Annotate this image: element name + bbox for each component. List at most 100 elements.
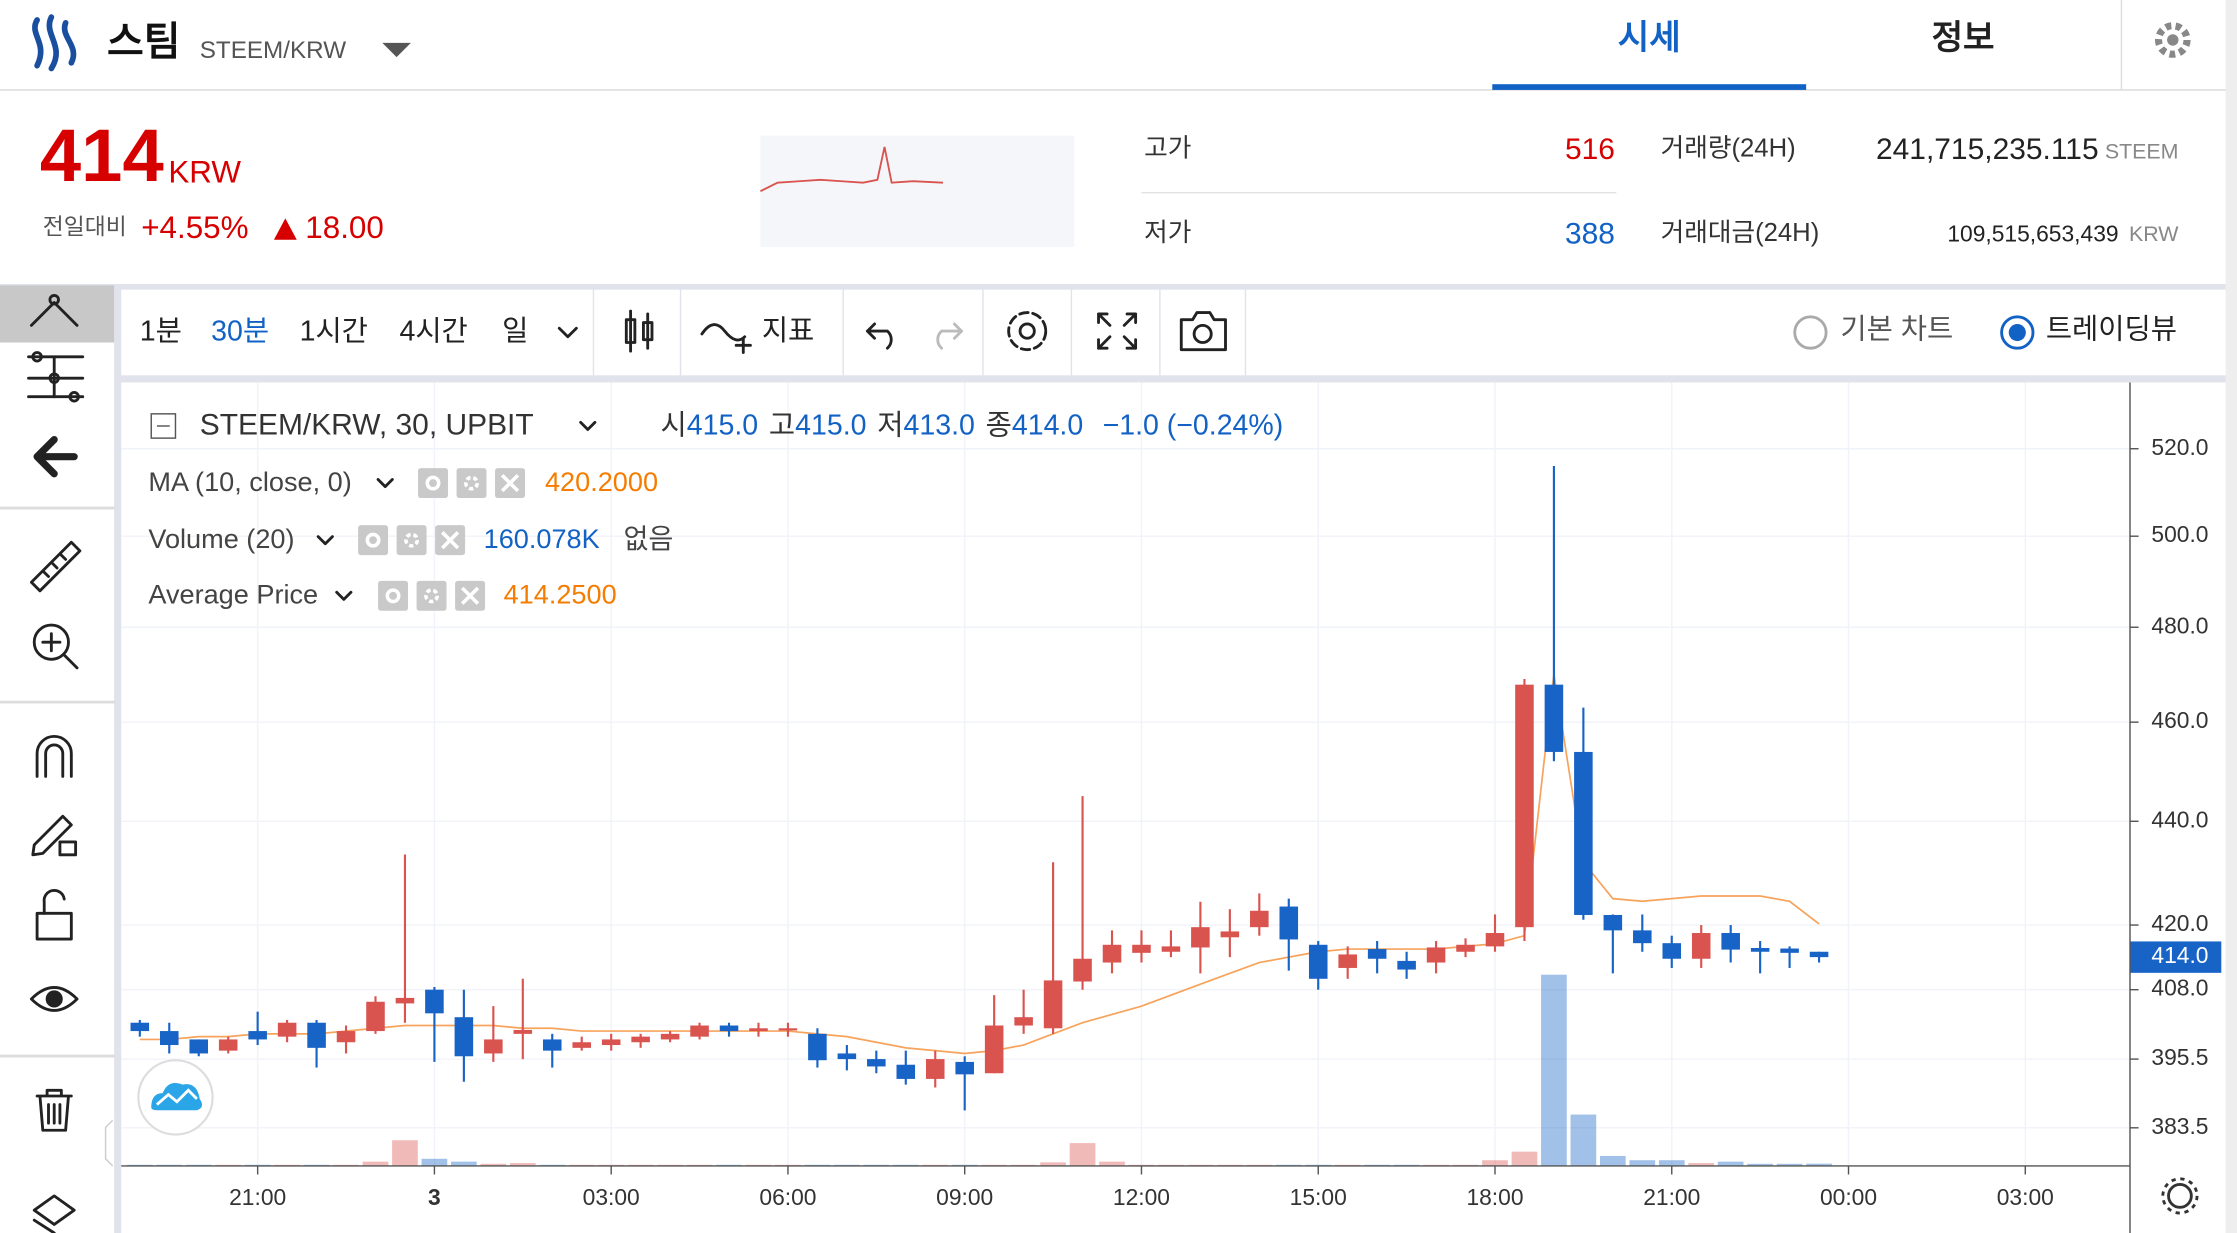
- stat-value: 516: [1565, 133, 1615, 166]
- collapse-box[interactable]: [150, 413, 177, 439]
- candle-body: [925, 1059, 945, 1079]
- stat-unit: STEEM: [2105, 139, 2179, 163]
- indicators-button[interactable]: 지표: [762, 315, 814, 347]
- candle-body: [454, 1017, 474, 1057]
- stat-unit: KRW: [2129, 222, 2179, 246]
- stat-label: 거래량(24H): [1661, 134, 1796, 163]
- y-tick-label: 395.5: [2151, 1044, 2208, 1070]
- candle-body: [719, 1025, 739, 1032]
- ohlc-label: 시: [661, 409, 687, 441]
- candle-body: [1073, 958, 1092, 982]
- coin-pair[interactable]: STEEM/KRW: [200, 37, 347, 64]
- candle-body: [1367, 949, 1387, 959]
- ohlc-label: 고: [769, 409, 795, 441]
- interval[interactable]: 1시간: [300, 315, 368, 347]
- candle-body: [1485, 933, 1505, 947]
- tab[interactable]: 시세: [1618, 19, 1681, 57]
- volume-bar: [1599, 1155, 1626, 1166]
- ohlc-label: 종: [986, 409, 1012, 441]
- last-price-label: 414.0: [2151, 942, 2208, 968]
- grid: [121, 382, 2131, 1166]
- candle-body: [1544, 684, 1564, 752]
- radio-label[interactable]: 기본 차트: [1840, 314, 1953, 346]
- stat-label: 고가: [1144, 134, 1191, 163]
- x-tick-label: 03:00: [583, 1184, 640, 1210]
- ohlc-value: 415.0: [687, 409, 758, 441]
- legend-dropdown[interactable]: [579, 420, 597, 431]
- toolbar-separators: [592, 289, 1247, 376]
- volume-bar: [392, 1140, 418, 1166]
- y-tick-label: 440.0: [2151, 806, 2208, 832]
- interval[interactable]: 30분: [211, 315, 269, 347]
- candle-body: [1809, 951, 1829, 958]
- volume-bar: [1658, 1160, 1685, 1166]
- radio[interactable]: [2000, 315, 2035, 350]
- candle-body: [159, 1031, 179, 1046]
- interval[interactable]: 1분: [140, 315, 182, 347]
- indicator-name[interactable]: MA (10, close, 0): [148, 466, 351, 497]
- dropdown-arrow[interactable]: [382, 42, 411, 58]
- candle-body: [1456, 944, 1475, 952]
- indicator-dropdown[interactable]: [335, 590, 353, 601]
- tab-underline: [1492, 84, 1807, 90]
- y-tick-label: 383.5: [2151, 1113, 2208, 1139]
- candle-body: [1043, 980, 1063, 1029]
- volume-bar: [1541, 974, 1567, 1166]
- ohlc-value: 415.0: [795, 409, 866, 441]
- indicator-note: 없음: [623, 523, 673, 554]
- candle-body: [1014, 1017, 1033, 1026]
- scrollbar[interactable]: [2225, 0, 2237, 1233]
- candle-body: [631, 1036, 650, 1043]
- radio-label[interactable]: 트레이딩뷰: [2046, 314, 2177, 346]
- candle-body: [808, 1033, 827, 1061]
- candle-body: [189, 1039, 209, 1054]
- ohlc-change: −1.0 (−0.24%): [1103, 409, 1284, 441]
- volume-bar: [480, 1163, 507, 1166]
- candle-body: [1721, 933, 1740, 950]
- candle-body: [867, 1059, 886, 1067]
- indicator-dropdown[interactable]: [376, 478, 394, 489]
- last-price-tag: [2130, 941, 2222, 973]
- interval-dropdown[interactable]: [557, 326, 578, 339]
- indicator-dropdown[interactable]: [316, 535, 334, 546]
- volume-bar: [1069, 1143, 1096, 1166]
- candle-body: [425, 989, 444, 1014]
- x-tick-label: 12:00: [1113, 1184, 1170, 1210]
- interval[interactable]: 일: [502, 315, 528, 347]
- candle-body: [690, 1025, 709, 1037]
- toolbar-icons[interactable]: [624, 309, 1227, 354]
- y-tick-label: 408.0: [2151, 975, 2208, 1001]
- candle-body: [513, 1029, 533, 1034]
- candle-body: [955, 1061, 974, 1075]
- legend-symbol[interactable]: STEEM/KRW, 30, UPBIT: [200, 409, 534, 442]
- interval[interactable]: 4시간: [399, 315, 467, 347]
- tool-icons[interactable]: [0, 293, 116, 1233]
- volume-bar: [451, 1161, 477, 1166]
- tradingview-logo[interactable]: [137, 1059, 214, 1136]
- volume-bar: [1099, 1161, 1125, 1166]
- coin-name[interactable]: 스팀: [107, 20, 180, 64]
- change-label: 전일대비: [43, 213, 127, 239]
- candle-body: [307, 1022, 326, 1048]
- volume-bar: [1482, 1160, 1508, 1166]
- radio[interactable]: [1793, 315, 1828, 350]
- indicator-name[interactable]: Volume (20): [148, 523, 294, 554]
- candle-body: [248, 1031, 267, 1040]
- tab[interactable]: 정보: [1932, 19, 1995, 57]
- intervals: 1분 30분 1시간 4시간 일: [140, 315, 529, 347]
- y-tick-label: 500.0: [2151, 521, 2208, 547]
- candle-body: [1397, 960, 1416, 970]
- candle-body: [1220, 931, 1240, 938]
- volume-bar: [1806, 1163, 1832, 1166]
- collapse-handle[interactable]: [104, 1119, 114, 1167]
- indicator-name[interactable]: Average Price: [148, 579, 318, 610]
- settings-icon[interactable]: [2154, 22, 2191, 58]
- candle-body: [218, 1039, 238, 1051]
- volume-bar: [1040, 1162, 1066, 1166]
- indicator-value: 160.078K: [484, 523, 600, 554]
- candle-body: [130, 1022, 150, 1032]
- candle-body: [1338, 954, 1357, 968]
- x-tick-label: 15:00: [1290, 1184, 1347, 1210]
- stat-value: 388: [1565, 217, 1615, 250]
